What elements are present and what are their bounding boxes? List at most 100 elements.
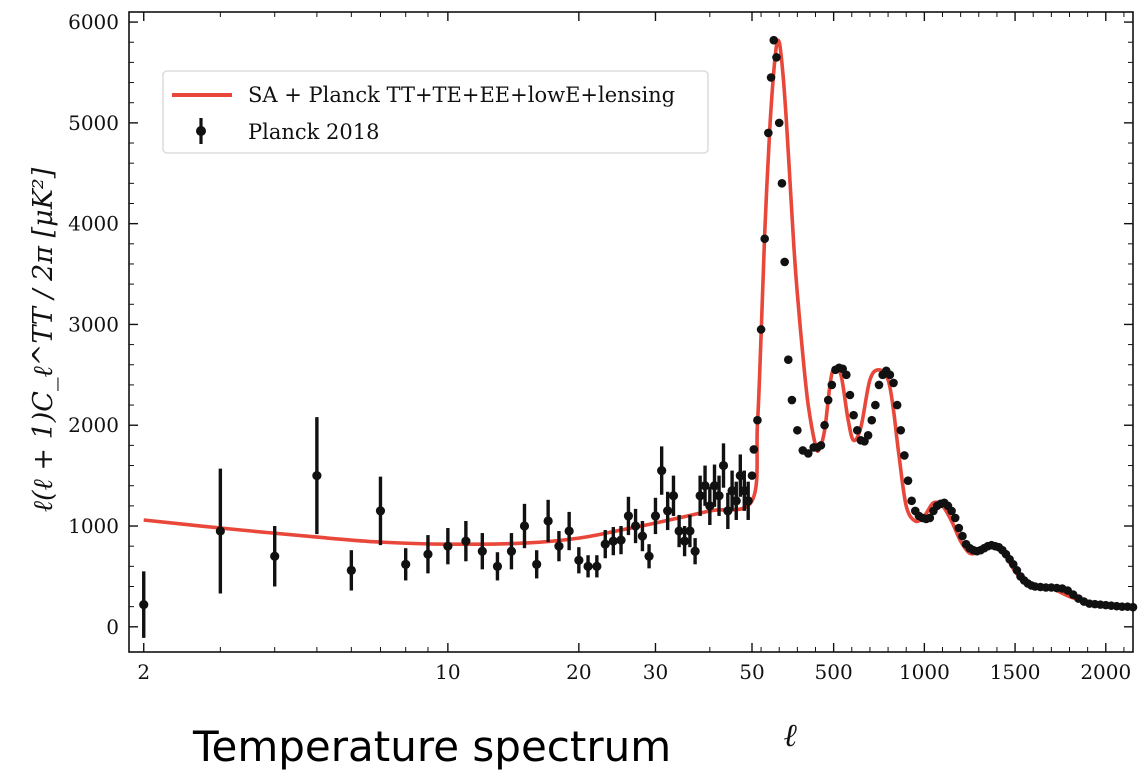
x-tick-label: 30 [643, 660, 668, 684]
binned-data-point [747, 471, 757, 480]
binned-data-point [787, 395, 797, 405]
binned-data-point [753, 415, 762, 425]
data-point [423, 549, 433, 559]
data-point [743, 496, 753, 506]
y-axis-label-text: ℓ(ℓ + 1)C_ℓ^TT / 2π [μK²] [28, 167, 59, 512]
binned-data-point [820, 420, 829, 430]
binned-data-point [907, 496, 916, 506]
data-point [543, 516, 553, 526]
planck-data-layer [139, 35, 1138, 638]
x-tick-label: 2000 [1080, 660, 1131, 684]
binned-data-point [772, 53, 781, 62]
data-point [554, 541, 564, 551]
binned-data-point [777, 179, 787, 188]
y-tick-label: 6000 [68, 10, 119, 34]
binned-data-point [958, 531, 967, 541]
data-point [401, 559, 411, 569]
x-tick-label: 500 [815, 660, 853, 684]
data-point [650, 511, 661, 521]
caption: Temperature spectrum [193, 722, 672, 771]
y-axis-label: ℓ(ℓ + 1)C_ℓ^TT / 2π [μK²] [28, 167, 59, 512]
binned-data-point [925, 513, 935, 523]
data-point [592, 561, 602, 571]
binned-data-point [947, 506, 956, 516]
binned-data-point [892, 400, 902, 410]
binned-data-point [874, 380, 884, 390]
data-point [714, 491, 724, 501]
y-tick-label: 4000 [68, 212, 119, 236]
binned-data-point [849, 410, 858, 420]
data-point [700, 481, 710, 491]
data-point [663, 506, 673, 516]
data-point [623, 511, 634, 521]
data-point [600, 539, 610, 549]
binned-data-point [816, 441, 826, 450]
x-tick-label: 20 [566, 660, 591, 684]
y-tick-label: 5000 [68, 111, 119, 135]
data-point [668, 491, 679, 501]
binned-data-point [954, 523, 964, 533]
data-point [346, 565, 356, 575]
x-tick-label: 50 [739, 660, 764, 684]
data-point [608, 536, 618, 546]
binned-data-point [769, 35, 779, 45]
data-point [215, 526, 225, 536]
x-axis-label: ℓ [783, 716, 797, 754]
binned-data-point [803, 449, 813, 458]
data-point [705, 501, 715, 511]
data-point [637, 531, 648, 541]
legend-data-swatch [196, 118, 206, 144]
data-point [685, 526, 695, 536]
binned-data-point [863, 431, 873, 440]
data-point [532, 559, 542, 569]
legend: SA + Planck TT+TE+EE+lowE+lensing Planck… [162, 70, 709, 154]
binned-data-point [950, 513, 960, 523]
x-tick-label: 1500 [990, 660, 1041, 684]
data-point [312, 471, 322, 481]
data-point [690, 546, 700, 556]
legend-box [162, 70, 709, 154]
binned-data-point [749, 445, 759, 454]
binned-data-point [867, 415, 877, 425]
data-point [718, 460, 729, 471]
data-point [731, 496, 741, 506]
data-point [564, 526, 574, 536]
binned-data-point [756, 325, 766, 334]
data-point [616, 535, 626, 545]
data-point [574, 555, 584, 565]
binned-data-point [764, 128, 773, 138]
y-tick-label: 0 [106, 615, 119, 639]
binned-data-point [793, 425, 802, 435]
data-point [519, 521, 530, 531]
binned-data-point [766, 73, 776, 82]
data-point [477, 546, 487, 556]
data-point [492, 561, 503, 571]
data-point [461, 536, 471, 546]
binned-data-point [903, 476, 913, 485]
binned-data-point [852, 425, 862, 435]
data-point [709, 481, 720, 491]
x-tick-label: 1000 [899, 660, 950, 684]
data-point [644, 551, 654, 561]
data-point [139, 600, 149, 610]
legend-data-label: Planck 2018 [248, 120, 380, 144]
tick-marks [129, 12, 1133, 652]
y-tick-label: 3000 [68, 312, 119, 336]
legend-model-label: SA + Planck TT+TE+EE+lowE+lensing [248, 83, 675, 107]
data-point [443, 541, 453, 551]
binned-data-point [896, 425, 906, 435]
binned-data-point [783, 355, 793, 365]
data-point [679, 536, 690, 546]
binned-data-point [845, 390, 855, 400]
data-point [723, 506, 733, 516]
binned-data-point [889, 378, 898, 388]
binned-data-point [774, 118, 784, 128]
plot-frame [128, 11, 1134, 653]
data-point [674, 526, 684, 536]
binned-data-point [842, 370, 851, 380]
binned-data-point [760, 234, 769, 244]
binned-data-point [780, 257, 789, 267]
data-point [630, 521, 641, 531]
binned-data-point [900, 451, 909, 460]
